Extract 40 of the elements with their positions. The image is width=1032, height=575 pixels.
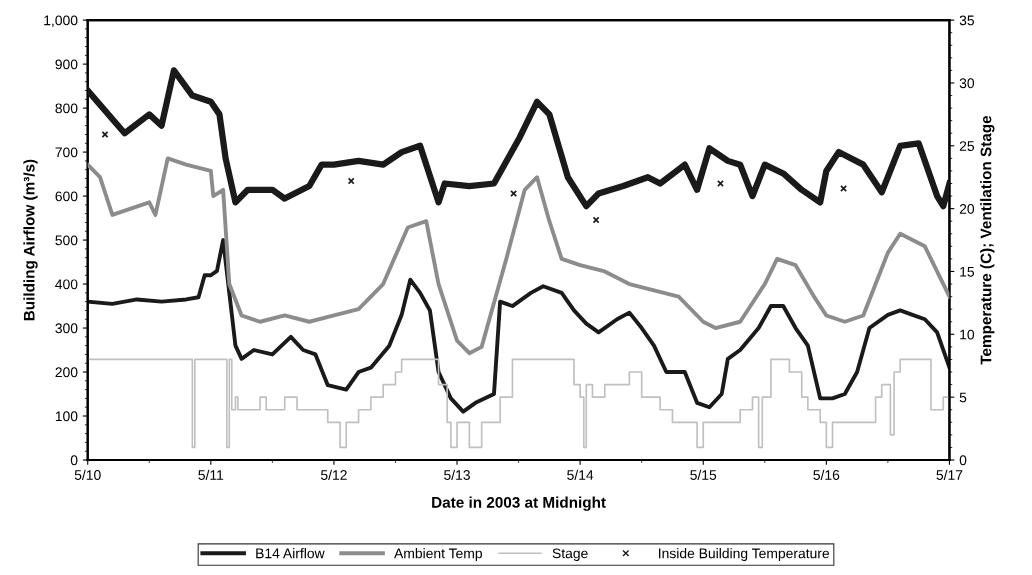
x-tick-label: 5/13 [444, 469, 470, 480]
y-tick-label: 200 [55, 367, 78, 378]
line-series [87, 156, 950, 356]
y-tick-label: 500 [55, 235, 78, 246]
y2-tick-label: 0 [959, 455, 967, 466]
y-tick-label: 100 [55, 411, 78, 422]
y2-tick-label: 30 [959, 78, 975, 89]
y-tick-label: 300 [55, 323, 78, 334]
legend-label: Stage [552, 548, 588, 562]
y2-tick-label: 20 [959, 203, 975, 214]
x-tick-label: 5/12 [320, 469, 347, 480]
y2-tick-label: 25 [959, 141, 975, 151]
x-axis-title: Date in 2003 at Midnight [432, 496, 606, 511]
x-tick-label: 5/16 [813, 469, 840, 480]
point [510, 190, 518, 197]
y2-axis-title: Temperature (C); Ventilation Stage [980, 115, 995, 365]
y2-tick-label: 35 [959, 15, 975, 26]
y2-tick-label: 10 [960, 329, 975, 340]
legend-label: Ambient Temp [394, 548, 482, 562]
y-tick-label: 800 [55, 103, 78, 114]
y-axis-title: Building Airflow (m³/s) [23, 159, 38, 321]
x-tick-label: 5/10 [74, 469, 101, 480]
y-tick-label: 600 [55, 191, 78, 202]
legend-label: Inside Building Temperature [659, 548, 830, 562]
x-tick-label: 5/17 [936, 469, 963, 480]
y2-tick-label: 5 [959, 392, 967, 403]
y-tick-label: 700 [55, 147, 78, 158]
y2-tick-label: 15 [960, 266, 975, 277]
y-tick-label: 0 [70, 455, 78, 466]
y-tick-label: 1,000 [44, 15, 78, 27]
point [840, 185, 848, 192]
x-tick-label: 5/14 [567, 469, 594, 480]
y-tick-label: 400 [55, 279, 78, 290]
x-tick-label: 5/11 [198, 469, 224, 480]
legend-label: B14 Airflow [256, 548, 325, 559]
line-series [87, 238, 950, 414]
point [592, 216, 600, 224]
x-tick-label: 5/15 [690, 469, 717, 480]
point [717, 180, 724, 187]
y-tick-label: 900 [55, 59, 78, 70]
